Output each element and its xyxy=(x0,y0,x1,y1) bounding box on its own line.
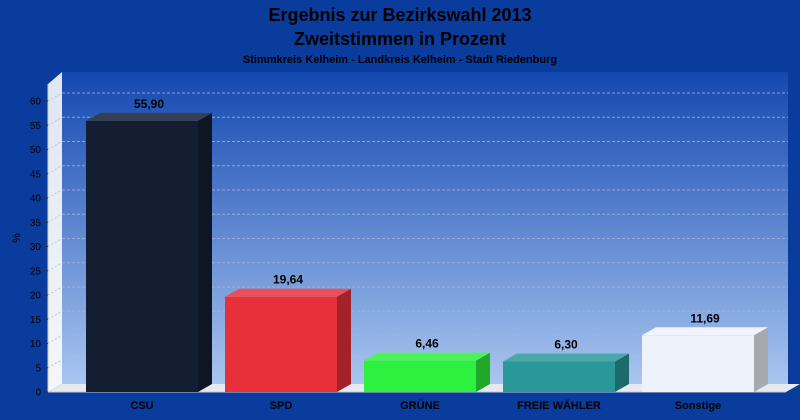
bar-front xyxy=(364,360,476,392)
bar-front xyxy=(503,361,615,392)
grid-line-wall xyxy=(47,310,63,320)
y-tick-label: 30 xyxy=(30,242,42,253)
y-tick-label: 15 xyxy=(30,315,42,326)
y-tick-label: 0 xyxy=(35,388,41,399)
bar-top xyxy=(642,327,768,336)
chart-title: Ergebnis zur Bezirkswahl 2013 xyxy=(268,5,532,25)
x-category-label: FREIE WÄHLER xyxy=(517,399,601,412)
bar-value-label: 6,30 xyxy=(554,337,578,351)
bar-front xyxy=(642,335,754,392)
bar-top xyxy=(225,288,351,297)
grid-line-wall xyxy=(47,238,63,247)
y-axis-label: % xyxy=(11,233,23,243)
grid-line-wall xyxy=(47,141,63,150)
grid-line-wall xyxy=(47,165,63,175)
bar-value-label: 6,46 xyxy=(415,337,439,351)
chart-region-subtitle: Stimmkreis Kelheim - Landkreis Kelheim -… xyxy=(242,54,558,66)
bar-side xyxy=(337,288,351,392)
bar-1 xyxy=(86,112,212,392)
bar-5 xyxy=(642,327,768,392)
x-category-label: CSU xyxy=(130,400,153,412)
grid-line-wall xyxy=(47,92,63,102)
bar-3 xyxy=(364,352,490,392)
bar-side xyxy=(476,352,490,392)
bar-top xyxy=(503,353,629,362)
bar-value-label: 11,69 xyxy=(690,311,720,325)
bar-2 xyxy=(225,288,351,392)
y-tick-label: 35 xyxy=(30,218,42,229)
bar-4 xyxy=(503,353,629,392)
y-tick-label: 60 xyxy=(30,97,42,108)
y-tick-label: 55 xyxy=(30,121,42,132)
x-category-label: GRÜNE xyxy=(400,399,440,412)
x-category-label: Sonstige xyxy=(675,400,721,412)
bar-side xyxy=(615,353,629,392)
bar-front xyxy=(225,296,337,392)
bar-value-label: 55,90 xyxy=(134,97,164,111)
grid-line-wall xyxy=(47,116,63,126)
bar-front xyxy=(86,120,198,392)
grid-line-wall xyxy=(47,286,63,296)
x-category-label: SPD xyxy=(270,400,293,412)
y-tick-label: 20 xyxy=(30,291,42,302)
y-tick-label: 50 xyxy=(30,145,42,156)
y-tick-label: 40 xyxy=(30,194,42,205)
grid-line-wall xyxy=(47,189,63,199)
plot-left-wall xyxy=(48,72,62,392)
bar-top xyxy=(364,352,490,361)
y-tick-label: 25 xyxy=(30,266,42,277)
grid-line-wall xyxy=(47,213,63,223)
chart-subtitle: Zweitstimmen in Prozent xyxy=(293,29,507,49)
y-tick-label: 10 xyxy=(30,339,42,350)
bar-side xyxy=(754,327,768,392)
bar-side xyxy=(198,112,212,392)
grid-line-wall xyxy=(47,335,63,344)
y-tick-label: 45 xyxy=(30,169,42,180)
bar-top xyxy=(86,112,212,121)
grid-line-wall xyxy=(47,262,63,272)
bar-value-label: 19,64 xyxy=(273,273,303,287)
y-tick-label: 5 xyxy=(35,363,41,374)
grid-line-wall xyxy=(47,359,63,369)
